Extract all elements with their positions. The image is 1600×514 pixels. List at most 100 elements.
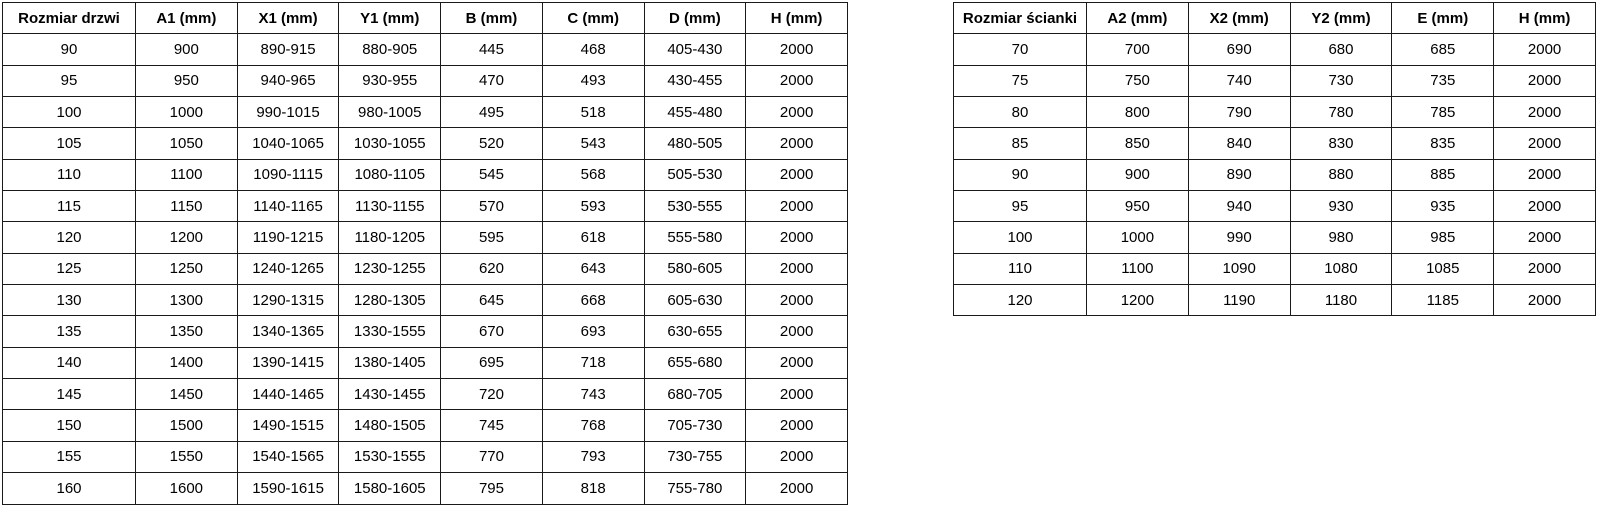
table-cell: 1450 (135, 378, 238, 411)
table-cell: 2000 (1493, 284, 1596, 317)
table-cell: 718 (541, 346, 645, 380)
table-cell: 80 (953, 96, 1087, 129)
table-cell: 990-1015 (236, 96, 340, 129)
table-cell: 1030-1055 (338, 127, 442, 160)
table-cell: 155 (2, 440, 136, 474)
table-cell: 110 (953, 252, 1087, 286)
table-row: 150 1500 1490-1515 1480-1505 745 768 705-730 20… (2, 409, 848, 442)
table-cell: 1080 (1289, 252, 1393, 286)
table-cell: 100 (2, 96, 136, 129)
column-header: E (mm) (1391, 1, 1495, 35)
table-row: 95 950 940 930 935 2000 (953, 190, 1596, 223)
table-cell: 850 (1086, 127, 1189, 160)
table-cell: 740 (1187, 64, 1291, 98)
table-cell: 1600 (135, 472, 238, 505)
table-cell: 580-605 (643, 252, 747, 286)
table-cell: 2000 (1493, 190, 1596, 223)
table-cell: 160 (2, 472, 136, 505)
table-cell: 700 (1086, 33, 1189, 66)
table-cell: 790 (1187, 96, 1291, 129)
table-cell: 1500 (135, 409, 238, 442)
table-row: 160 1600 1590-1615 1580-1605 795 818 755-780 20… (2, 472, 848, 505)
table-cell: 940 (1187, 190, 1291, 223)
table-cell: 115 (2, 190, 136, 223)
table-cell: 543 (541, 127, 645, 160)
table-cell: 1240-1265 (236, 252, 340, 286)
table-cell: 1130-1155 (338, 190, 442, 223)
table-cell: 655-680 (643, 346, 747, 380)
table-cell: 950 (135, 64, 238, 98)
table-cell: 2000 (745, 284, 848, 317)
table-cell: 95 (2, 64, 136, 98)
table-cell: 2000 (1493, 252, 1596, 286)
table-cell: 2000 (745, 440, 848, 474)
table-cell: 1330-1555 (338, 315, 442, 348)
table-cell: 135 (2, 315, 136, 348)
table-cell: 1300 (135, 284, 238, 317)
table-row: 120 1200 1190 1180 1185 2000 (953, 284, 1596, 317)
table-cell: 1050 (135, 127, 238, 160)
table-cell: 730 (1289, 64, 1393, 98)
table-cell: 150 (2, 409, 136, 442)
table-cell: 830 (1289, 127, 1393, 160)
table-cell: 1000 (1086, 221, 1189, 254)
table-cell: 1480-1505 (338, 409, 442, 442)
table-row: 115 1150 1140-1165 1130-1155 570 593 530-555 20… (2, 190, 848, 223)
table-cell: 75 (953, 64, 1087, 98)
table-cell: 2000 (1493, 33, 1596, 66)
table-cell: 835 (1391, 127, 1495, 160)
table-cell: 505-530 (643, 158, 747, 192)
table-cell: 618 (541, 221, 645, 254)
table-cell: 950 (1086, 190, 1189, 223)
table-row: 90 900 890-915 880-905 445 468 405-430 2000 (2, 33, 848, 66)
table-cell: 1580-1605 (338, 472, 442, 505)
table-cell: 880-905 (338, 33, 442, 66)
table-cell: 1490-1515 (236, 409, 340, 442)
header-row: Rozmiar ścianki A2 (mm) X2 (mm) Y2 (mm) E (m… (953, 1, 1596, 35)
table-cell: 743 (541, 378, 645, 411)
table-cell: 770 (440, 440, 543, 474)
table-row: 100 1000 990 980 985 2000 (953, 221, 1596, 254)
table-cell: 468 (541, 33, 645, 66)
table-row: 155 1550 1540-1565 1530-1555 770 793 730-755 20… (2, 440, 848, 474)
table-cell: 705-730 (643, 409, 747, 442)
table-cell: 1400 (135, 346, 238, 380)
column-header: C (mm) (541, 1, 645, 35)
table-cell: 818 (541, 472, 645, 505)
table-cell: 693 (541, 315, 645, 348)
table-cell: 840 (1187, 127, 1291, 160)
table-cell: 110 (2, 158, 136, 192)
table-cell: 470 (440, 64, 543, 98)
table-cell: 1230-1255 (338, 252, 442, 286)
column-header: A2 (mm) (1086, 1, 1189, 35)
table-cell: 1190-1215 (236, 221, 340, 254)
table-cell: 1380-1405 (338, 346, 442, 380)
table-cell: 1090-1115 (236, 158, 340, 192)
table-row: 75 750 740 730 735 2000 (953, 64, 1596, 98)
table-cell: 1440-1465 (236, 378, 340, 411)
table-cell: 1550 (135, 440, 238, 474)
table-row: 125 1250 1240-1265 1230-1255 620 643 580-605 20… (2, 252, 848, 286)
table-row: 100 1000 990-1015 980-1005 495 518 455-480 2000 (2, 96, 848, 129)
table-cell: 885 (1391, 158, 1495, 192)
table-cell: 2000 (745, 409, 848, 442)
table-cell: 1140-1165 (236, 190, 340, 223)
table-cell: 2000 (745, 221, 848, 254)
table-cell: 935 (1391, 190, 1495, 223)
table-cell: 980 (1289, 221, 1393, 254)
table-cell: 1590-1615 (236, 472, 340, 505)
table-cell: 2000 (1493, 96, 1596, 129)
column-header: D (mm) (643, 1, 747, 35)
table-cell: 680 (1289, 33, 1393, 66)
table-cell: 493 (541, 64, 645, 98)
table-row: 140 1400 1390-1415 1380-1405 695 718 655-680 20… (2, 346, 848, 380)
table-cell: 2000 (745, 96, 848, 129)
table-cell: 595 (440, 221, 543, 254)
table-cell: 2000 (745, 252, 848, 286)
table-cell: 1200 (135, 221, 238, 254)
table-cell: 780 (1289, 96, 1393, 129)
column-header: B (mm) (440, 1, 543, 35)
table-cell: 593 (541, 190, 645, 223)
table-cell: 100 (953, 221, 1087, 254)
table-cell: 2000 (1493, 158, 1596, 192)
